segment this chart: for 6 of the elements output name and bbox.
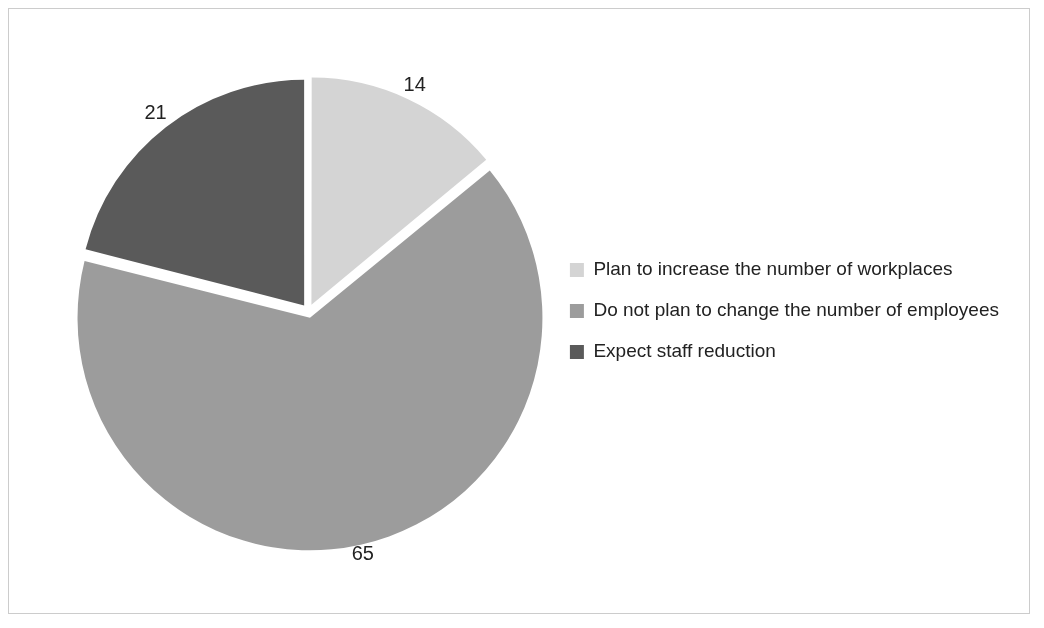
legend-label: Expect staff reduction: [593, 340, 776, 362]
legend-label: Plan to increase the number of workplaces: [593, 258, 953, 280]
data-label: 21: [144, 101, 167, 124]
data-label: 65: [351, 541, 374, 564]
legend-label: Do not plan to change the number of employees: [593, 299, 1000, 321]
data-label: 14: [403, 72, 426, 95]
